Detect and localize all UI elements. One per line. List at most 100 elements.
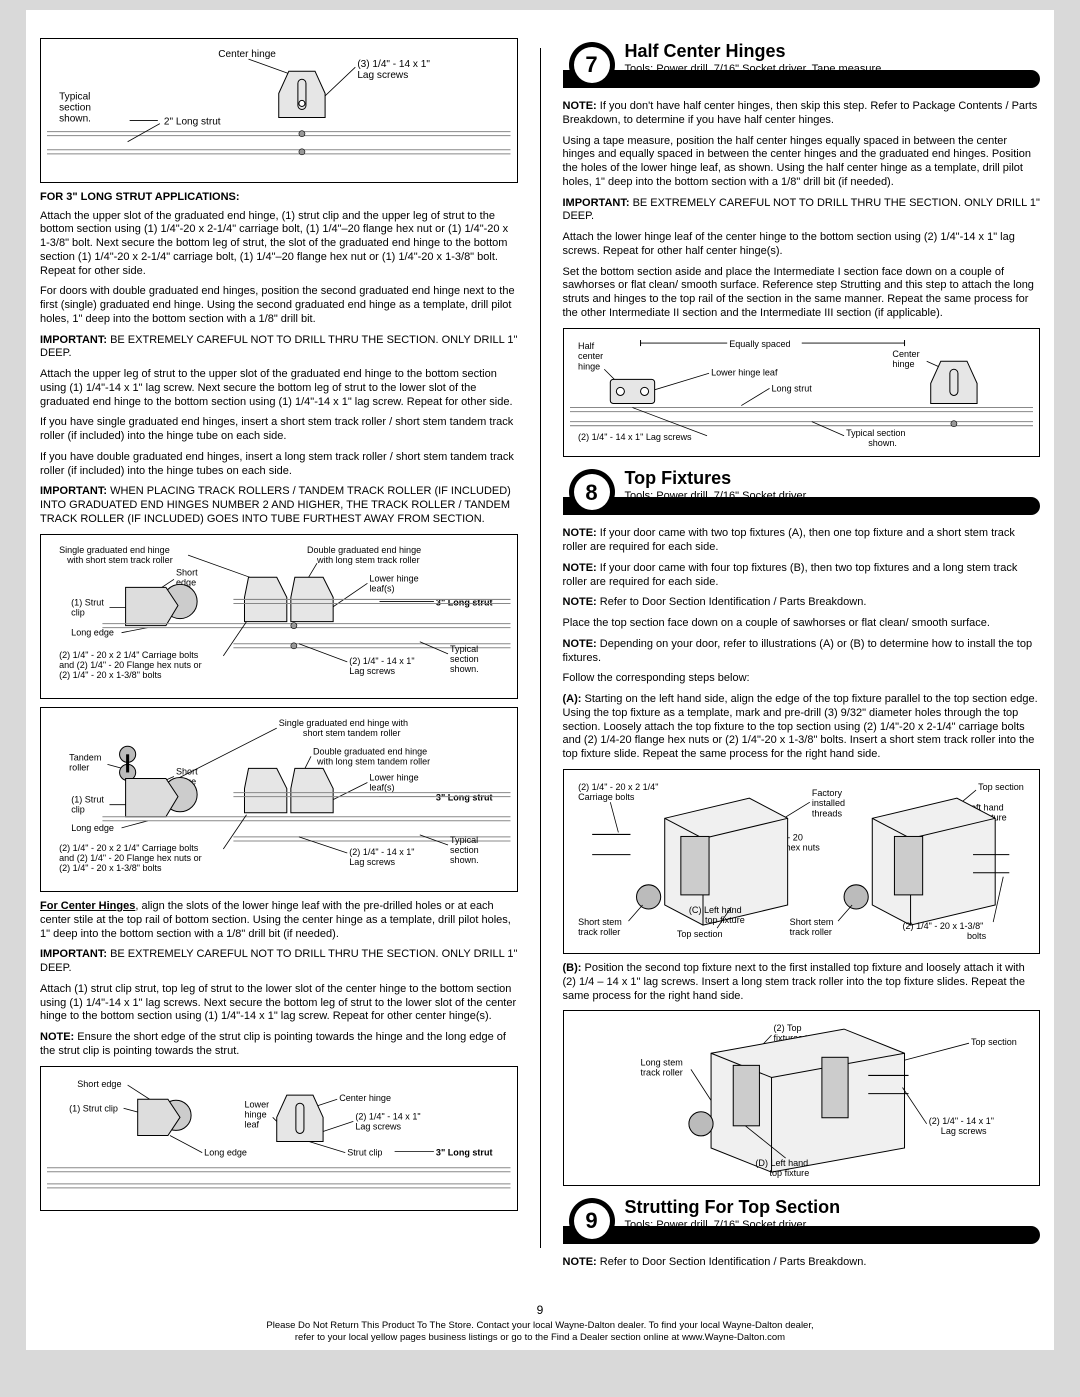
- step-7-title: Half Center Hinges: [625, 40, 786, 63]
- column-divider: [540, 48, 541, 1248]
- label-double-hinge: Double graduated end hingewith long stem…: [307, 545, 421, 565]
- label-factory-threads: Factoryinstalledthreads: [811, 788, 844, 818]
- page: Center hinge (3) 1/4" - 14 x 1"Lag screw…: [26, 10, 1054, 1350]
- label-carriage-3: (2) 1/4" - 20 x 2 1/4" Carriage boltsand…: [59, 843, 202, 873]
- para-double-end-hinges: For doors with double graduated end hing…: [40, 285, 518, 326]
- page-footer: 9 Please Do Not Return This Product To T…: [26, 1303, 1054, 1344]
- label-strut-clip-4b: Strut clip: [347, 1147, 382, 1157]
- label-short-stem-a: Short stemtrack roller: [578, 917, 622, 937]
- s7-attach-lower: Attach the lower hinge leaf of the cente…: [563, 231, 1041, 259]
- para-attach-upper-slot: Attach the upper slot of the graduated e…: [40, 210, 518, 279]
- label-carriage-a: (2) 1/4" - 20 x 2 1/4"Carriage bolts: [578, 782, 658, 802]
- label-lag-r: (2) 1/4" - 14 x 1" Lag screws: [578, 431, 692, 441]
- s8-note-refer: NOTE: Refer to Door Section Identificati…: [563, 596, 1041, 610]
- step-7-number: 7: [574, 47, 610, 83]
- fig-center-hinge-2in-strut: Center hinge (3) 1/4" - 14 x 1"Lag screw…: [40, 38, 518, 183]
- label-short-stem-a2: Short stemtrack roller: [789, 917, 833, 937]
- label-center-hinge: Center hinge: [218, 49, 276, 60]
- label-lag-screws: (3) 1/4" - 14 x 1"Lag screws: [357, 59, 430, 81]
- label-strut-clip-4: (1) Strut clip: [69, 1103, 118, 1113]
- half-hinges-icon: [610, 361, 977, 403]
- label-2in-long-strut: 2" Long strut: [164, 117, 221, 128]
- right-column: 7 Half Center Hinges Tools: Power drill,…: [563, 38, 1041, 1276]
- para-important-drill-1: IMPORTANT: BE EXTREMELY CAREFUL NOT TO D…: [40, 334, 518, 362]
- label-3in-strut-3: 3" Long strut: [436, 793, 493, 803]
- label-single-tandem: Single graduated end hinge withshort ste…: [279, 718, 408, 738]
- s8-note-depending: NOTE: Depending on your door, refer to i…: [563, 638, 1041, 666]
- step-8-tools: Tools: Power drill, 7/16" Socket driver: [625, 490, 807, 504]
- step-9-header: 9 Strutting For Top Section Tools: Power…: [563, 1194, 1041, 1248]
- label-3in-strut-4: 3" Long strut: [436, 1147, 493, 1157]
- label-bolts-a: (2) 1/4" - 20 x 1-3/8"bolts: [902, 921, 986, 941]
- page-number: 9: [26, 1303, 1054, 1318]
- para-attach-strut-clip: Attach (1) strut clip strut, top leg of …: [40, 983, 518, 1024]
- para-important-rollers: IMPORTANT: WHEN PLACING TRACK ROLLERS / …: [40, 485, 518, 526]
- fig-tandem-roller-3in: Single graduated end hinge withshort ste…: [40, 707, 518, 892]
- label-top-section-b: Top section: [971, 1038, 1017, 1048]
- step-9-title: Strutting For Top Section: [625, 1196, 841, 1219]
- label-long-edge-3: Long edge: [71, 823, 114, 833]
- label-lag-4: (2) 1/4" - 14 x 1"Lag screws: [355, 1111, 420, 1131]
- para-important-drill-2: IMPORTANT: BE EXTREMELY CAREFUL NOT TO D…: [40, 948, 518, 976]
- s8-follow-steps: Follow the corresponding steps below:: [563, 672, 1041, 686]
- s8-note-two: NOTE: If your door came with two top fix…: [563, 527, 1041, 555]
- step-7-header: 7 Half Center Hinges Tools: Power drill,…: [563, 38, 1041, 92]
- tandem-hinge-icon: [120, 746, 334, 817]
- step-7-tools: Tools: Power drill, 7/16" Socket driver,…: [625, 63, 882, 77]
- label-long-edge: Long edge: [71, 627, 114, 637]
- label-typical-section: Typicalsectionshown.: [59, 91, 91, 124]
- step-8-header: 8 Top Fixtures Tools: Power drill, 7/16"…: [563, 465, 1041, 519]
- label-strut-clip-3: (1) Strutclip: [71, 795, 104, 815]
- left-column: Center hinge (3) 1/4" - 14 x 1"Lag screw…: [40, 38, 518, 1276]
- fig-single-double-hinge-3in: Single graduated end hingewith short ste…: [40, 534, 518, 699]
- s9-note-refer: NOTE: Refer to Door Section Identificati…: [563, 1256, 1041, 1270]
- label-typical-r: Typical sectionshown.: [846, 427, 905, 447]
- label-strut-clip: (1) Strutclip: [71, 597, 104, 617]
- step-8-number: 8: [574, 474, 610, 510]
- label-typical-section-2: Typicalsectionshown.: [450, 644, 479, 674]
- para-attach-upper-leg: Attach the upper leg of strut to the upp…: [40, 368, 518, 409]
- label-lag-screws-2: (2) 1/4" - 14 x 1"Lag screws: [349, 656, 414, 676]
- s8-place-top: Place the top section face down on a cou…: [563, 617, 1041, 631]
- s8-option-b: (B): Position the second top fixture nex…: [563, 962, 1041, 1003]
- label-double-tandem: Double graduated end hingewith long stem…: [313, 746, 430, 766]
- label-tandem-roller: Tandemroller: [69, 752, 101, 772]
- label-lag-3: (2) 1/4" - 14 x 1"Lag screws: [349, 847, 414, 867]
- fig-center-hinge-3in-strut: Short edge (1) Strut clip Lowerhingeleaf…: [40, 1066, 518, 1211]
- label-long-edge-4: Long edge: [204, 1147, 247, 1157]
- label-long-strut-r: Long strut: [771, 383, 812, 393]
- label-long-stem-b: Long stemtrack roller: [640, 1058, 682, 1078]
- label-single-hinge: Single graduated end hingewith short ste…: [59, 545, 173, 565]
- label-typical-3: Typicalsectionshown.: [450, 835, 479, 865]
- footer-line-2: refer to your local yellow pages busines…: [26, 1332, 1054, 1344]
- label-equally-spaced: Equally spaced: [729, 339, 790, 349]
- para-single-hinges-roller: If you have single graduated end hinges,…: [40, 416, 518, 444]
- s7-set-aside: Set the bottom section aside and place t…: [563, 266, 1041, 321]
- para-for-center-hinges: For Center Hinges, align the slots of th…: [40, 900, 518, 941]
- label-lower-hinge-3: Lower hingeleaf(s): [369, 772, 418, 792]
- step-8-title: Top Fixtures: [625, 467, 732, 490]
- s8-option-a: (A): Starting on the left hand side, ali…: [563, 693, 1041, 762]
- s8-note-four: NOTE: If your door came with four top fi…: [563, 562, 1041, 590]
- iso-box-b-icon: [688, 1029, 904, 1172]
- label-short-edge-4: Short edge: [77, 1079, 121, 1089]
- hinge-pair-icon: [126, 577, 334, 625]
- center-hinge-icon: [279, 71, 325, 117]
- fig-top-fixture-b: (2) Topfixtures Top section Long stemtra…: [563, 1010, 1041, 1185]
- fig-half-center-hinges: Halfcenterhinge Equally spaced Centerhin…: [563, 328, 1041, 458]
- label-lower-hinge-4: Lowerhingeleaf: [244, 1099, 269, 1129]
- label-lag-b: (2) 1/4" - 14 x 1"Lag screws: [928, 1116, 993, 1136]
- s7-important: IMPORTANT: BE EXTREMELY CAREFUL NOT TO D…: [563, 197, 1041, 225]
- step-9-number: 9: [574, 1203, 610, 1239]
- heading-3in-strut: FOR 3" LONG STRUT APPLICATIONS:: [40, 191, 518, 205]
- label-lower-hinge-r: Lower hinge leaf: [711, 367, 778, 377]
- label-lower-hinge-leaf: Lower hingeleaf(s): [369, 573, 418, 593]
- footer-line-1: Please Do Not Return This Product To The…: [26, 1320, 1054, 1332]
- label-carriage-bolts: (2) 1/4" - 20 x 2 1/4" Carriage boltsand…: [59, 650, 202, 680]
- s7-position-hinges: Using a tape measure, position the half …: [563, 135, 1041, 190]
- para-double-hinges-roller: If you have double graduated end hinges,…: [40, 451, 518, 479]
- label-center-hinge-r: Centerhinge: [892, 349, 919, 369]
- step-9-tools: Tools: Power drill, 7/16" Socket driver: [625, 1219, 807, 1233]
- label-top-section-a2: Top section: [676, 929, 722, 939]
- para-note-short-edge: NOTE: Ensure the short edge of the strut…: [40, 1031, 518, 1059]
